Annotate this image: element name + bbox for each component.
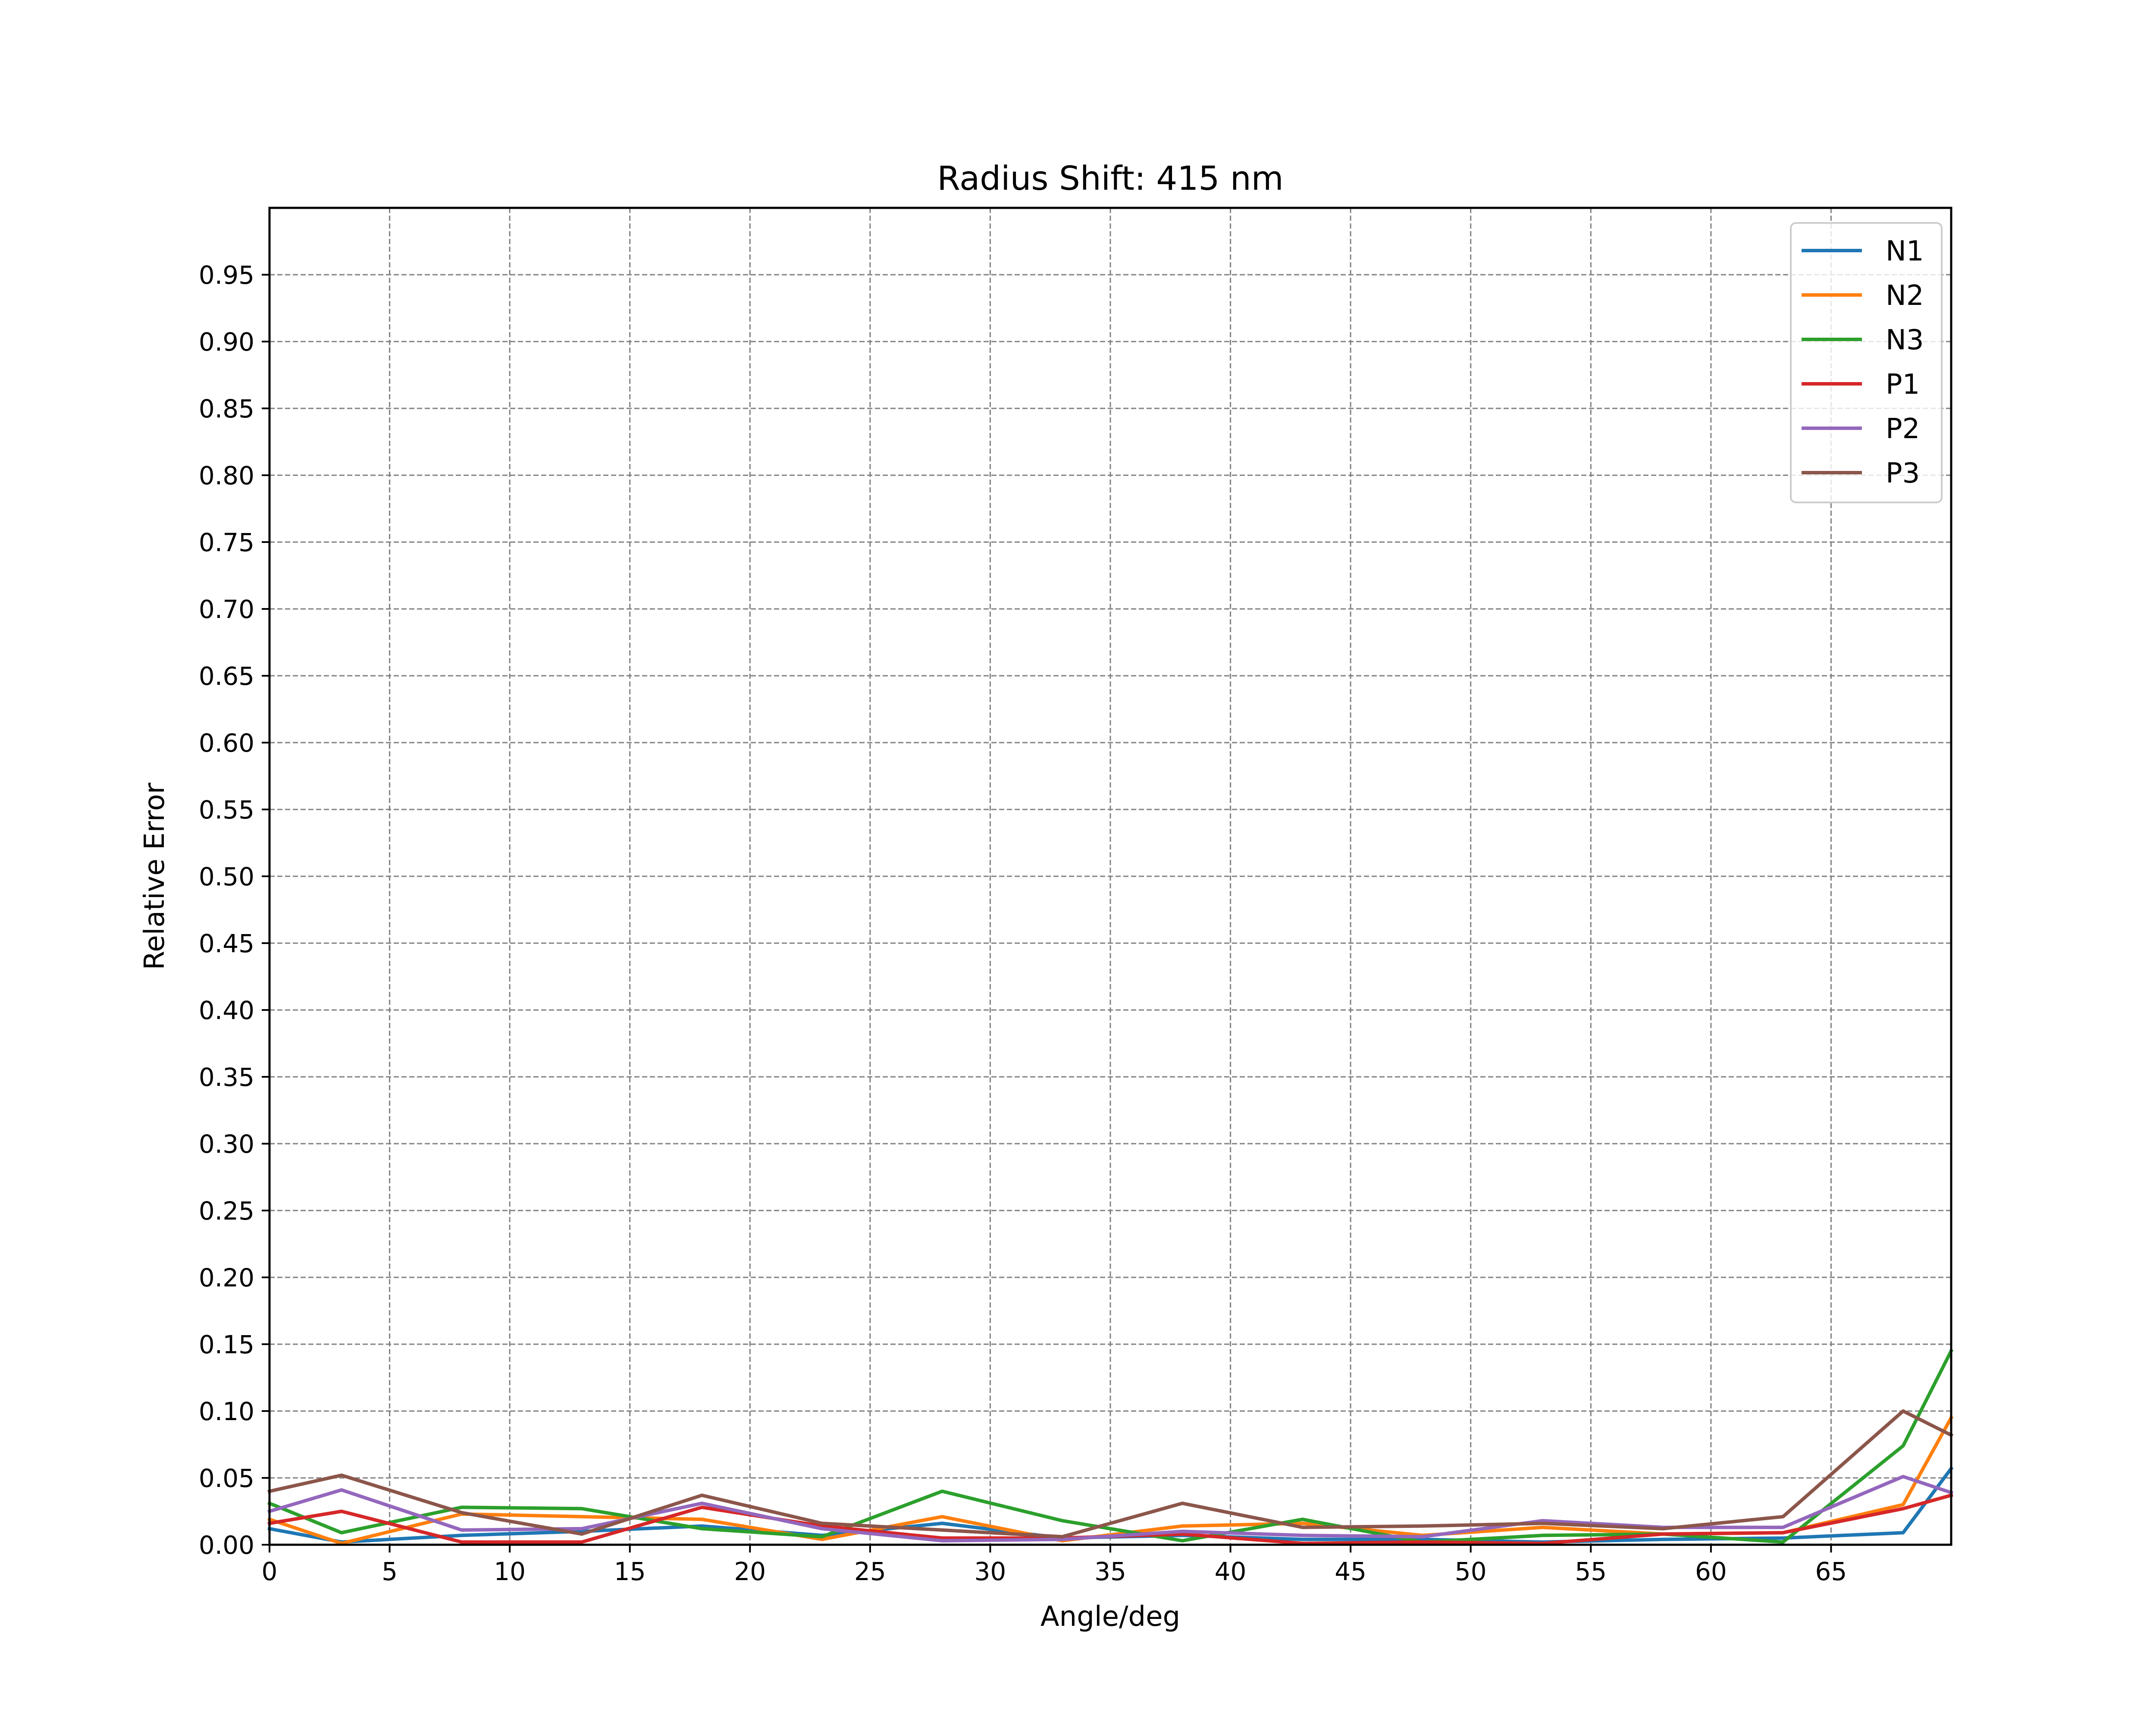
y-tick-label: 0.15 — [199, 1330, 254, 1359]
x-tick-label: 15 — [614, 1557, 646, 1586]
legend-label-n2: N2 — [1886, 280, 1924, 312]
legend-box — [1790, 222, 1943, 503]
x-axis-ticks: 0 5 10 15 20 25 30 35 40 45 50 55 60 65 — [262, 1545, 1847, 1586]
y-axis-title: Relative Error — [139, 782, 171, 970]
legend-label-n1: N1 — [1886, 235, 1924, 267]
x-tick-label: 50 — [1455, 1557, 1487, 1586]
x-tick-label: 25 — [854, 1557, 886, 1586]
x-tick-label: 10 — [494, 1557, 526, 1586]
x-tick-label: 0 — [262, 1557, 278, 1586]
y-tick-label: 0.85 — [199, 394, 254, 423]
x-tick-label: 65 — [1815, 1557, 1847, 1586]
legend-label-p3: P3 — [1886, 458, 1920, 489]
x-tick-label: 60 — [1695, 1557, 1727, 1586]
series-lines — [267, 1349, 1954, 1545]
x-axis-title: Angle/deg — [1040, 1601, 1180, 1633]
y-tick-label: 0.45 — [199, 929, 254, 958]
y-tick-label: 0.65 — [199, 662, 254, 691]
y-tick-label: 0.95 — [199, 260, 254, 290]
y-axis-ticks: 0.00 0.05 0.10 0.15 0.20 0.25 0.30 0.35 0.40 0.45… — [199, 260, 270, 1560]
x-tick-label: 20 — [734, 1557, 766, 1586]
y-tick-label: 0.30 — [199, 1129, 254, 1159]
y-tick-label: 0.40 — [199, 996, 254, 1025]
y-tick-label: 0.00 — [199, 1531, 254, 1560]
grid-lines — [269, 208, 1951, 1546]
series-line-p2 — [267, 1474, 1954, 1543]
legend: N1 N2 N3 P1 P2 P3 — [1790, 222, 1943, 503]
y-tick-label: 0.60 — [199, 728, 254, 758]
y-tick-label: 0.50 — [199, 862, 254, 891]
x-tick-label: 30 — [975, 1557, 1006, 1586]
y-tick-label: 0.35 — [199, 1063, 254, 1092]
legend-label-p1: P1 — [1886, 369, 1920, 401]
x-tick-label: 45 — [1335, 1557, 1366, 1586]
legend-label-n3: N3 — [1886, 324, 1924, 356]
legend-label-p2: P2 — [1886, 413, 1920, 445]
y-tick-label: 0.80 — [199, 461, 254, 490]
series-line-p3 — [267, 1409, 1954, 1539]
y-tick-label: 0.55 — [199, 795, 254, 825]
y-tick-label: 0.20 — [199, 1263, 254, 1292]
y-tick-label: 0.25 — [199, 1196, 254, 1226]
y-tick-label: 0.70 — [199, 595, 254, 624]
series-line-n3 — [267, 1349, 1954, 1544]
y-tick-label: 0.90 — [199, 327, 254, 357]
chart-title: Radius Shift: 415 nm — [937, 160, 1283, 198]
x-tick-label: 5 — [382, 1557, 398, 1586]
x-tick-label: 40 — [1215, 1557, 1247, 1586]
y-tick-label: 0.05 — [199, 1464, 254, 1493]
y-tick-label: 0.75 — [199, 528, 254, 557]
y-tick-label: 0.10 — [199, 1397, 254, 1426]
x-tick-label: 55 — [1575, 1557, 1607, 1586]
x-tick-label: 35 — [1094, 1557, 1126, 1586]
